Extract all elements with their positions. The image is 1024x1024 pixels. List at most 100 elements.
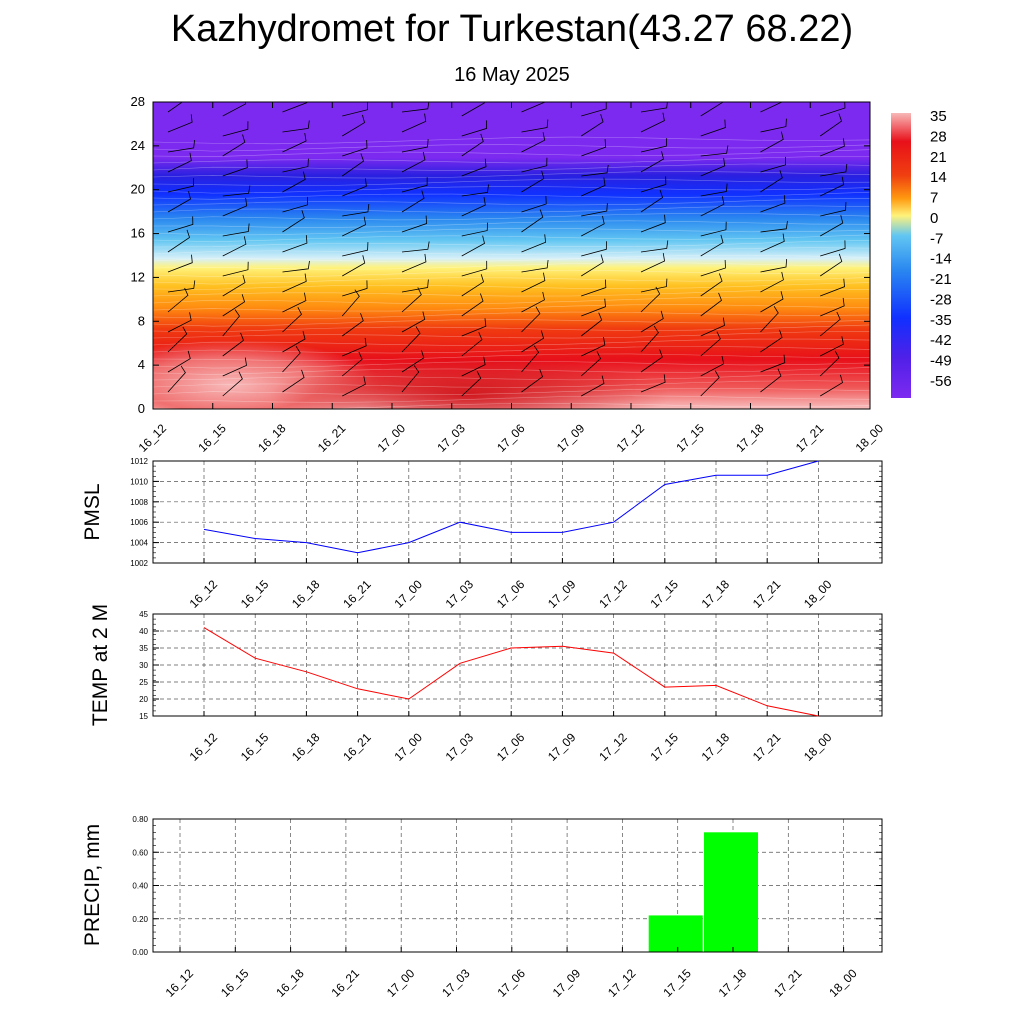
temp-panel: 15 20 25 30 35 40 45 16_12 16_15 16_18 16_21 17_00 1… bbox=[89, 604, 883, 764]
wind-barb bbox=[222, 371, 243, 397]
wind-barb bbox=[581, 337, 606, 357]
colorbar-label: 14 bbox=[930, 169, 947, 186]
wind-barb bbox=[342, 242, 369, 257]
cross-section-xtick-label: 17_15 bbox=[673, 421, 707, 455]
wind-barb bbox=[222, 185, 251, 197]
wind-barb bbox=[581, 203, 608, 217]
colorbar-label: -56 bbox=[930, 373, 952, 390]
contour-line bbox=[153, 262, 870, 270]
contour-line bbox=[153, 269, 870, 278]
colorbar-label: 28 bbox=[930, 128, 947, 145]
temp-axis-label: TEMP at 2 M bbox=[89, 604, 112, 726]
contour-line bbox=[153, 171, 870, 179]
contour-line bbox=[153, 338, 870, 346]
wind-barb bbox=[700, 196, 725, 217]
cross-section-xtick-label: 16_21 bbox=[315, 421, 349, 455]
wind-barb bbox=[401, 139, 429, 153]
wind-barb bbox=[581, 177, 606, 197]
precip-panel: 0.00 0.20 0.40 0.60 0.80 16_12 16_15 16_18 16_21… bbox=[81, 815, 883, 1000]
ytick-label: 40 bbox=[139, 627, 148, 636]
wind-barb bbox=[700, 183, 728, 197]
wind-barb bbox=[167, 191, 191, 213]
wind-barb bbox=[640, 102, 668, 113]
wind-barb bbox=[640, 286, 661, 313]
ytick-label: 0.40 bbox=[132, 882, 148, 891]
wind-barb bbox=[820, 336, 844, 357]
contour-line bbox=[153, 304, 870, 312]
wind-barb bbox=[461, 318, 487, 337]
contour-line bbox=[153, 186, 870, 194]
wind-barb bbox=[820, 215, 844, 237]
wind-barb bbox=[461, 197, 486, 217]
xtick-label: 16_18 bbox=[289, 577, 323, 611]
ytick-label: 45 bbox=[139, 610, 148, 619]
xtick-label: 16_12 bbox=[163, 966, 197, 1000]
ytick-label: 1008 bbox=[130, 498, 148, 507]
wind-barb bbox=[760, 170, 783, 193]
wind-barb bbox=[521, 119, 549, 133]
xtick-label: 16_21 bbox=[329, 966, 363, 1000]
wind-barb bbox=[521, 234, 547, 253]
wind-barb bbox=[581, 254, 604, 277]
wind-barb bbox=[461, 222, 489, 237]
contour-line bbox=[153, 331, 870, 339]
wind-barb bbox=[640, 112, 665, 133]
wind-barb bbox=[461, 274, 485, 297]
warm-core-2 bbox=[270, 355, 670, 409]
contour-line bbox=[153, 373, 870, 381]
contour-line bbox=[153, 277, 870, 285]
xtick-label: 16_18 bbox=[273, 966, 307, 1000]
contour-line bbox=[153, 353, 870, 361]
wind-barb bbox=[581, 312, 603, 337]
colorbar-label: 35 bbox=[930, 108, 947, 125]
ytick-label: 1004 bbox=[130, 539, 148, 548]
xtick-label: 16_12 bbox=[187, 577, 221, 611]
ytick-label: 15 bbox=[139, 712, 148, 721]
wind-barb bbox=[222, 309, 240, 337]
wind-barb bbox=[581, 241, 607, 257]
wind-barb bbox=[581, 375, 605, 397]
wind-barb bbox=[341, 351, 363, 377]
wind-barb bbox=[222, 332, 244, 357]
ytick-label: 35 bbox=[139, 644, 148, 653]
wind-barb bbox=[461, 356, 486, 377]
wind-barb bbox=[640, 253, 666, 273]
cross-section-ytick-label: 28 bbox=[131, 94, 145, 109]
cross-section-xtick-label: 17_00 bbox=[375, 421, 409, 455]
contour-line bbox=[153, 254, 870, 263]
wind-barb bbox=[760, 118, 787, 133]
wind-barb bbox=[700, 259, 726, 277]
xtick-label: 16_15 bbox=[218, 966, 252, 1000]
wind-barb bbox=[401, 177, 428, 193]
wind-barb bbox=[167, 114, 193, 133]
wind-barb bbox=[521, 306, 541, 333]
colorbar-label: 0 bbox=[930, 210, 938, 227]
xtick-label: 17_09 bbox=[545, 577, 579, 611]
contour-line bbox=[153, 289, 870, 297]
wind-barb bbox=[282, 273, 307, 293]
wind-barb bbox=[760, 156, 786, 173]
wind-barb bbox=[521, 170, 545, 193]
ytick-label: 1010 bbox=[130, 477, 148, 486]
contour-line bbox=[153, 156, 870, 164]
contour-line bbox=[153, 149, 870, 158]
xtick-label: 17_06 bbox=[494, 966, 528, 1000]
wind-barb bbox=[222, 121, 249, 137]
wind-barb bbox=[282, 102, 308, 113]
contour-line bbox=[153, 282, 870, 290]
wind-barb bbox=[461, 102, 485, 117]
xtick-label: 17_21 bbox=[750, 730, 784, 764]
wind-barb bbox=[461, 184, 489, 197]
wind-barb bbox=[581, 298, 606, 317]
wind-barb bbox=[342, 376, 366, 397]
contour-line bbox=[153, 163, 870, 171]
wind-barb bbox=[700, 145, 729, 157]
wind-barb bbox=[700, 370, 720, 397]
cross-section-ytick-label: 16 bbox=[131, 226, 145, 241]
cross-section-panel: 0 4 8 12 16 20 24 28 16_12 16_15 16_18 16_21 17_00 1… bbox=[131, 94, 887, 455]
wind-barb bbox=[640, 374, 666, 393]
wind-barb bbox=[342, 178, 367, 197]
contour-line bbox=[153, 410, 870, 417]
xtick-label: 18_00 bbox=[801, 577, 835, 611]
wind-barb bbox=[521, 330, 545, 353]
